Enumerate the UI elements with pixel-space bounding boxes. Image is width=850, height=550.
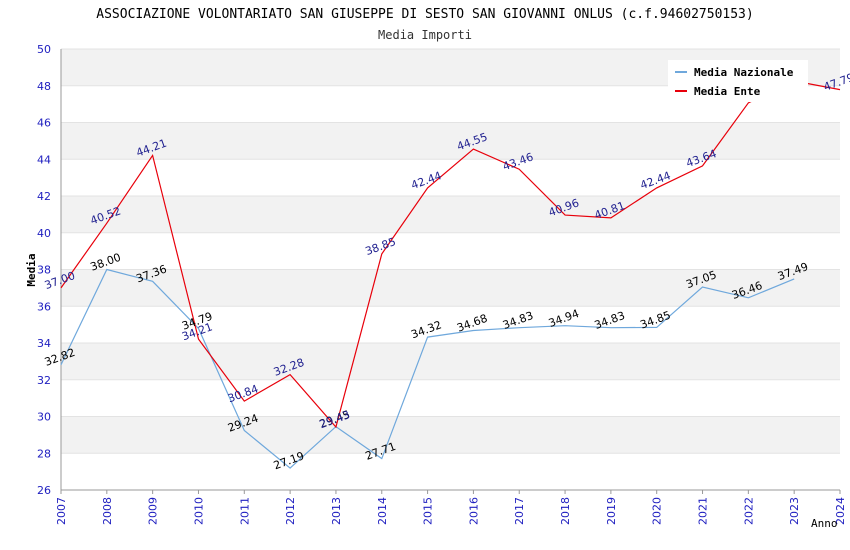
legend-entry: Media Nazionale bbox=[694, 66, 794, 79]
legend-entry: Media Ente bbox=[694, 85, 761, 98]
x-tick-label: 2008 bbox=[101, 497, 114, 525]
grid-band bbox=[61, 416, 840, 454]
y-tick-label: 28 bbox=[37, 447, 51, 460]
chart-subtitle: Media Importi bbox=[378, 28, 472, 42]
chart-title: ASSOCIAZIONE VOLONTARIATO SAN GIUSEPPE D… bbox=[96, 7, 753, 22]
x-tick-label: 2016 bbox=[467, 497, 480, 525]
y-tick-label: 34 bbox=[37, 337, 51, 350]
x-tick-label: 2012 bbox=[284, 497, 297, 525]
series-lines bbox=[60, 80, 841, 469]
x-tick-label: 2022 bbox=[742, 497, 755, 525]
grid-band bbox=[61, 269, 840, 307]
legend-box bbox=[668, 60, 808, 102]
y-tick-label: 30 bbox=[37, 411, 51, 424]
series-line-media-ente bbox=[60, 80, 841, 429]
x-axis-title: Anno bbox=[811, 517, 838, 530]
x-tick-label: 2023 bbox=[788, 497, 801, 525]
series-line-media-nazionale bbox=[60, 268, 795, 469]
axes bbox=[60, 49, 841, 494]
x-tick-label: 2019 bbox=[605, 497, 618, 525]
x-tick-label: 2021 bbox=[697, 497, 710, 525]
grid-lines bbox=[61, 48, 840, 491]
y-axis-title: Media bbox=[25, 253, 38, 286]
x-tick-label: 2024 bbox=[834, 497, 847, 525]
y-tick-label: 44 bbox=[37, 153, 51, 166]
y-tick-label: 50 bbox=[37, 43, 51, 56]
data-label: 30.84 bbox=[226, 382, 260, 405]
x-tick-label: 2014 bbox=[376, 497, 389, 525]
x-tick-label: 2011 bbox=[238, 497, 251, 525]
y-tick-label: 26 bbox=[37, 484, 51, 497]
data-label: 34.85 bbox=[638, 309, 672, 332]
data-label: 34.83 bbox=[593, 309, 627, 332]
y-tick-label: 38 bbox=[37, 264, 51, 277]
grid-band bbox=[61, 122, 840, 160]
y-tick-label: 48 bbox=[37, 80, 51, 93]
x-tick-label: 2020 bbox=[651, 497, 664, 525]
y-tick-labels: 26 28 30 32 34 36 38 40 42 44 46 48 50 bbox=[37, 43, 51, 497]
data-label: 34.83 bbox=[501, 309, 535, 332]
y-tick-label: 46 bbox=[37, 117, 51, 130]
x-tick-label: 2007 bbox=[55, 497, 68, 525]
data-label: 34.32 bbox=[409, 318, 443, 341]
x-tick-label: 2009 bbox=[147, 497, 160, 525]
x-tick-label: 2013 bbox=[330, 497, 343, 525]
grid-band bbox=[61, 196, 840, 233]
y-tick-label: 40 bbox=[37, 227, 51, 240]
grid-band bbox=[61, 343, 840, 380]
grid-bands bbox=[61, 49, 840, 454]
y-tick-label: 42 bbox=[37, 190, 51, 203]
y-tick-label: 36 bbox=[37, 300, 51, 313]
x-tick-label: 2017 bbox=[513, 497, 526, 525]
legend: Media Nazionale Media Ente bbox=[668, 60, 808, 102]
y-tick-label: 32 bbox=[37, 374, 51, 387]
data-label: 38.85 bbox=[364, 235, 398, 258]
x-tick-label: 2015 bbox=[422, 497, 435, 525]
x-tick-label: 2018 bbox=[559, 497, 572, 525]
x-tick-labels: 2007 2008 2009 2010 2011 2012 2013 2014 2015 2016… bbox=[55, 497, 847, 525]
x-tick-label: 2010 bbox=[192, 497, 205, 525]
